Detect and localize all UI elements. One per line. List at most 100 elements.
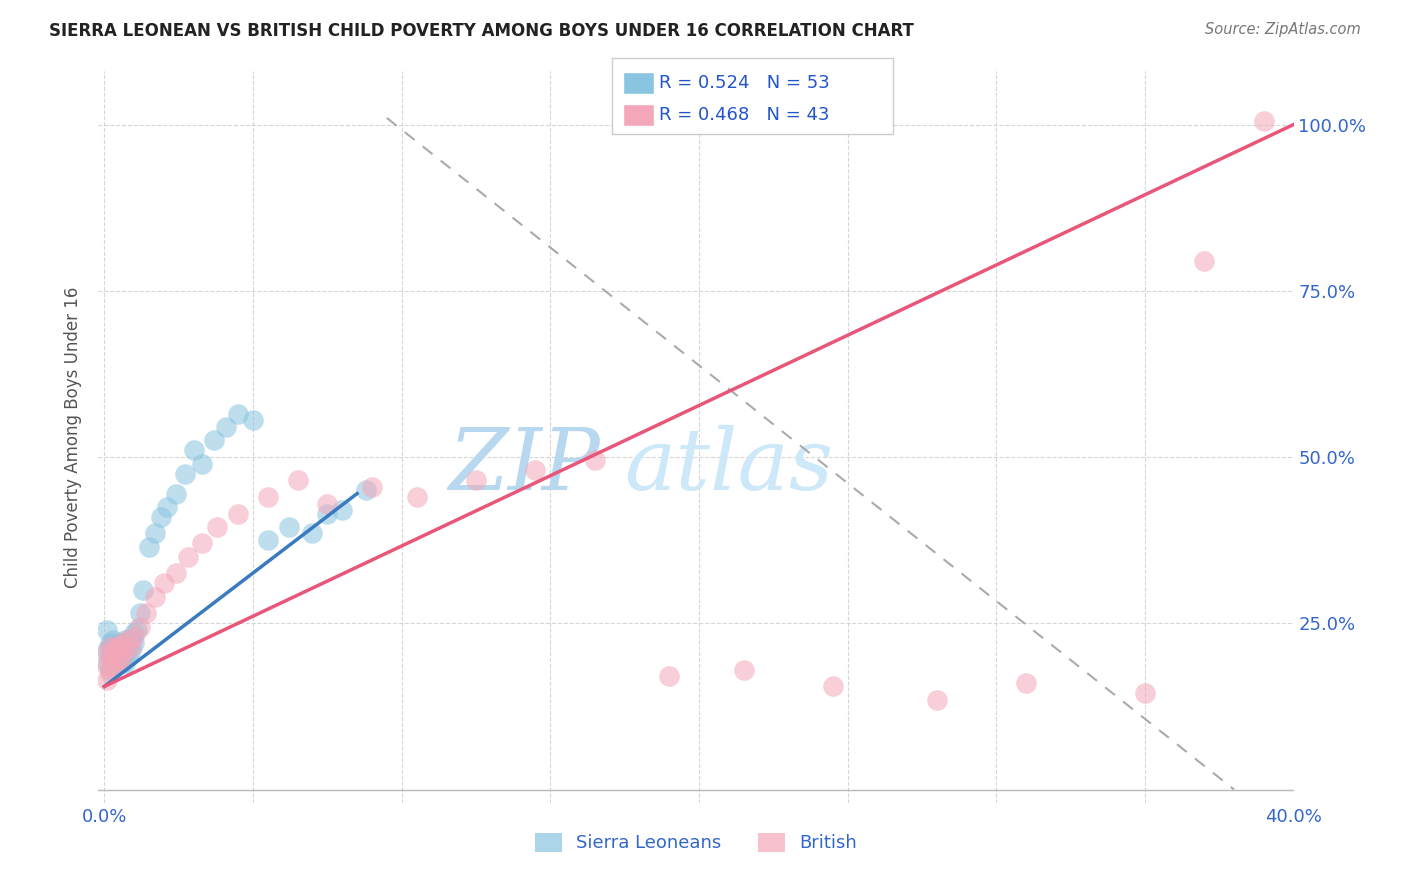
- Point: [120, 632, 142, 647]
- Point: [149, 509, 172, 524]
- Point: [108, 653, 131, 667]
- Point: [96, 656, 118, 670]
- Text: SIERRA LEONEAN VS BRITISH CHILD POVERTY AMONG BOYS UNDER 16 CORRELATION CHART: SIERRA LEONEAN VS BRITISH CHILD POVERTY …: [49, 22, 914, 40]
- Point: [114, 656, 136, 670]
- Point: [191, 457, 214, 471]
- Point: [191, 536, 214, 550]
- Point: [96, 643, 118, 657]
- Text: R = 0.468   N = 43: R = 0.468 N = 43: [659, 106, 830, 124]
- Point: [257, 490, 280, 504]
- Point: [183, 443, 205, 458]
- Point: [98, 649, 121, 664]
- Point: [111, 640, 134, 654]
- Point: [138, 540, 160, 554]
- Point: [165, 566, 187, 581]
- Point: [96, 673, 118, 687]
- Text: R = 0.524   N = 53: R = 0.524 N = 53: [659, 74, 830, 92]
- Point: [108, 656, 131, 670]
- Point: [925, 692, 948, 706]
- Point: [301, 526, 323, 541]
- Point: [125, 623, 148, 637]
- Point: [405, 490, 427, 504]
- Point: [173, 467, 195, 481]
- Point: [96, 659, 118, 673]
- Point: [287, 473, 309, 487]
- Point: [103, 640, 125, 654]
- Point: [153, 576, 176, 591]
- Point: [98, 640, 121, 654]
- Point: [361, 480, 384, 494]
- Point: [1194, 253, 1216, 268]
- Point: [129, 607, 152, 621]
- Point: [257, 533, 280, 548]
- Point: [122, 626, 145, 640]
- Point: [821, 680, 844, 694]
- Point: [226, 507, 249, 521]
- Point: [96, 646, 118, 660]
- Point: [117, 649, 139, 664]
- Point: [111, 656, 134, 670]
- Point: [202, 434, 225, 448]
- Point: [1253, 114, 1275, 128]
- Point: [1133, 686, 1156, 700]
- Point: [120, 640, 142, 654]
- Point: [132, 582, 155, 597]
- Point: [114, 643, 136, 657]
- Point: [1015, 676, 1038, 690]
- Point: [98, 653, 121, 667]
- Point: [98, 636, 121, 650]
- Point: [114, 632, 136, 647]
- Point: [105, 640, 128, 654]
- Point: [316, 497, 339, 511]
- Point: [354, 483, 377, 498]
- Point: [316, 507, 339, 521]
- Point: [108, 636, 131, 650]
- Point: [122, 636, 145, 650]
- Point: [114, 643, 136, 657]
- Point: [658, 669, 681, 683]
- Point: [215, 420, 238, 434]
- Point: [143, 526, 166, 541]
- Point: [117, 632, 139, 647]
- Point: [156, 500, 179, 514]
- Text: Source: ZipAtlas.com: Source: ZipAtlas.com: [1205, 22, 1361, 37]
- Point: [129, 619, 152, 633]
- Point: [103, 632, 125, 647]
- Point: [733, 663, 755, 677]
- Point: [143, 590, 166, 604]
- Point: [111, 649, 134, 664]
- Point: [465, 473, 488, 487]
- Legend: Sierra Leoneans, British: Sierra Leoneans, British: [527, 826, 865, 860]
- Point: [165, 486, 187, 500]
- Point: [103, 653, 125, 667]
- Point: [330, 503, 353, 517]
- Point: [120, 643, 142, 657]
- Text: ZIP: ZIP: [449, 425, 600, 508]
- Point: [277, 520, 299, 534]
- Point: [524, 463, 547, 477]
- Point: [122, 630, 145, 644]
- Point: [117, 632, 139, 647]
- Point: [105, 659, 128, 673]
- Point: [103, 646, 125, 660]
- Point: [105, 640, 128, 654]
- Point: [105, 653, 128, 667]
- Point: [108, 649, 131, 664]
- Point: [135, 607, 157, 621]
- Point: [103, 646, 125, 660]
- Point: [242, 413, 264, 427]
- Point: [96, 623, 118, 637]
- Point: [98, 666, 121, 681]
- Point: [108, 643, 131, 657]
- Point: [583, 453, 606, 467]
- Point: [207, 520, 229, 534]
- Point: [98, 663, 121, 677]
- Point: [103, 659, 125, 673]
- Point: [111, 646, 134, 660]
- Text: atlas: atlas: [624, 425, 834, 508]
- Y-axis label: Child Poverty Among Boys Under 16: Child Poverty Among Boys Under 16: [65, 286, 83, 588]
- Point: [176, 549, 198, 564]
- Point: [108, 640, 131, 654]
- Point: [103, 659, 125, 673]
- Point: [98, 640, 121, 654]
